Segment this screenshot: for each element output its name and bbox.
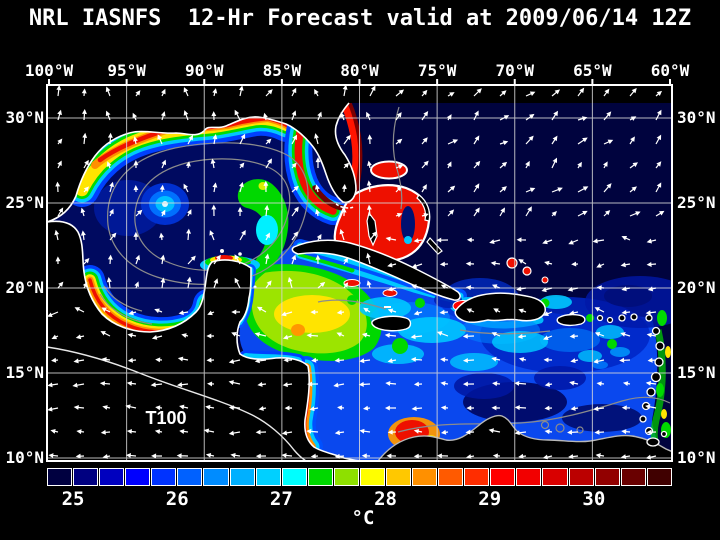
colorbar-cell xyxy=(438,468,464,486)
colorbar-cell xyxy=(516,468,542,486)
islands xyxy=(291,239,668,447)
west-florida-shelf-bands xyxy=(284,113,347,225)
colorbar-cell xyxy=(386,468,412,486)
colorbar-cell xyxy=(73,468,99,486)
cuba xyxy=(291,239,461,301)
mexico-coastline xyxy=(47,220,367,461)
south-america-land xyxy=(378,415,672,461)
colorbar-tick-label: 28 xyxy=(374,488,397,510)
lon-tick-label: 100°W xyxy=(24,61,74,80)
colorbar-cell xyxy=(464,468,490,486)
lon-tick-label: 65°W xyxy=(573,61,612,80)
lon-tick-label: 70°W xyxy=(495,61,535,80)
colorbar-cell xyxy=(412,468,438,486)
colorbar-cell xyxy=(333,468,359,486)
lat-lon-grid xyxy=(47,85,672,461)
lat-tick-label-right: 30°N xyxy=(677,108,716,127)
lat-tick-label-left: 25°N xyxy=(5,193,44,212)
colorbar xyxy=(47,468,672,486)
lon-tick-label: 90°W xyxy=(184,61,224,80)
us-coastline xyxy=(47,102,357,223)
colorbar-cell xyxy=(151,468,177,486)
lat-tick-label-left: 20°N xyxy=(5,278,44,297)
north-america-land xyxy=(47,85,672,222)
lat-tick-label-left: 15°N xyxy=(5,363,44,382)
colorbar-cell xyxy=(490,468,516,486)
lat-tick-label-left: 10°N xyxy=(5,448,44,467)
colorbar-cell xyxy=(568,468,594,486)
colorbar-tick-label: 29 xyxy=(478,488,502,510)
colorbar-tick-label: 25 xyxy=(61,488,85,510)
colorbar-cell xyxy=(177,468,203,486)
lesser-antilles xyxy=(596,313,668,447)
colorbar-cell xyxy=(229,468,255,486)
colorbar-cell xyxy=(307,468,333,486)
bathymetry-contours xyxy=(99,106,671,434)
loop-current xyxy=(237,179,289,292)
colorbar-cell xyxy=(620,468,646,486)
lon-tick-label: 75°W xyxy=(417,61,457,80)
lon-tick-marks xyxy=(48,79,671,85)
colorbar-cell xyxy=(125,468,151,486)
lat-tick-label-right: 15°N xyxy=(677,363,716,382)
lat-tick-label-left: 30°N xyxy=(5,108,44,127)
lon-tick-label: 60°W xyxy=(650,61,690,80)
colorbar-cell xyxy=(594,468,620,486)
lon-tick-label: 95°W xyxy=(107,61,146,80)
jamaica xyxy=(371,315,412,332)
colorbar-cell xyxy=(281,468,307,486)
colorbar-cell xyxy=(646,468,672,486)
field-label: T100 xyxy=(145,408,187,428)
bahamas-banks xyxy=(333,160,549,284)
colorbar-cell xyxy=(99,468,125,486)
south-america-coastline xyxy=(377,414,672,461)
lon-tick-label: 80°W xyxy=(340,61,379,80)
colorbar-tick-label: 26 xyxy=(165,488,189,510)
lon-tick-label: 85°W xyxy=(262,61,302,80)
colorbar-cell xyxy=(203,468,229,486)
colorbar-tick-label: 30 xyxy=(582,488,606,510)
colorbar-cell xyxy=(359,468,386,486)
lat-tick-label-right: 10°N xyxy=(677,448,716,467)
colorbar-tick-label: 27 xyxy=(269,488,293,510)
puerto-rico xyxy=(556,313,586,327)
colorbar-unit-label: °C xyxy=(351,507,375,529)
trinidad xyxy=(646,437,660,447)
lat-tick-label-right: 25°N xyxy=(677,193,716,212)
current-vectors xyxy=(47,85,665,460)
colorbar-cell xyxy=(542,468,568,486)
hispaniola xyxy=(454,292,546,324)
figure-title: NRL IASNFS 12-Hr Forecast valid at 2009/… xyxy=(28,6,692,31)
lat-tick-label-right: 20°N xyxy=(677,278,716,297)
colorbar-cell xyxy=(255,468,281,486)
colorbar-cell xyxy=(47,468,73,486)
